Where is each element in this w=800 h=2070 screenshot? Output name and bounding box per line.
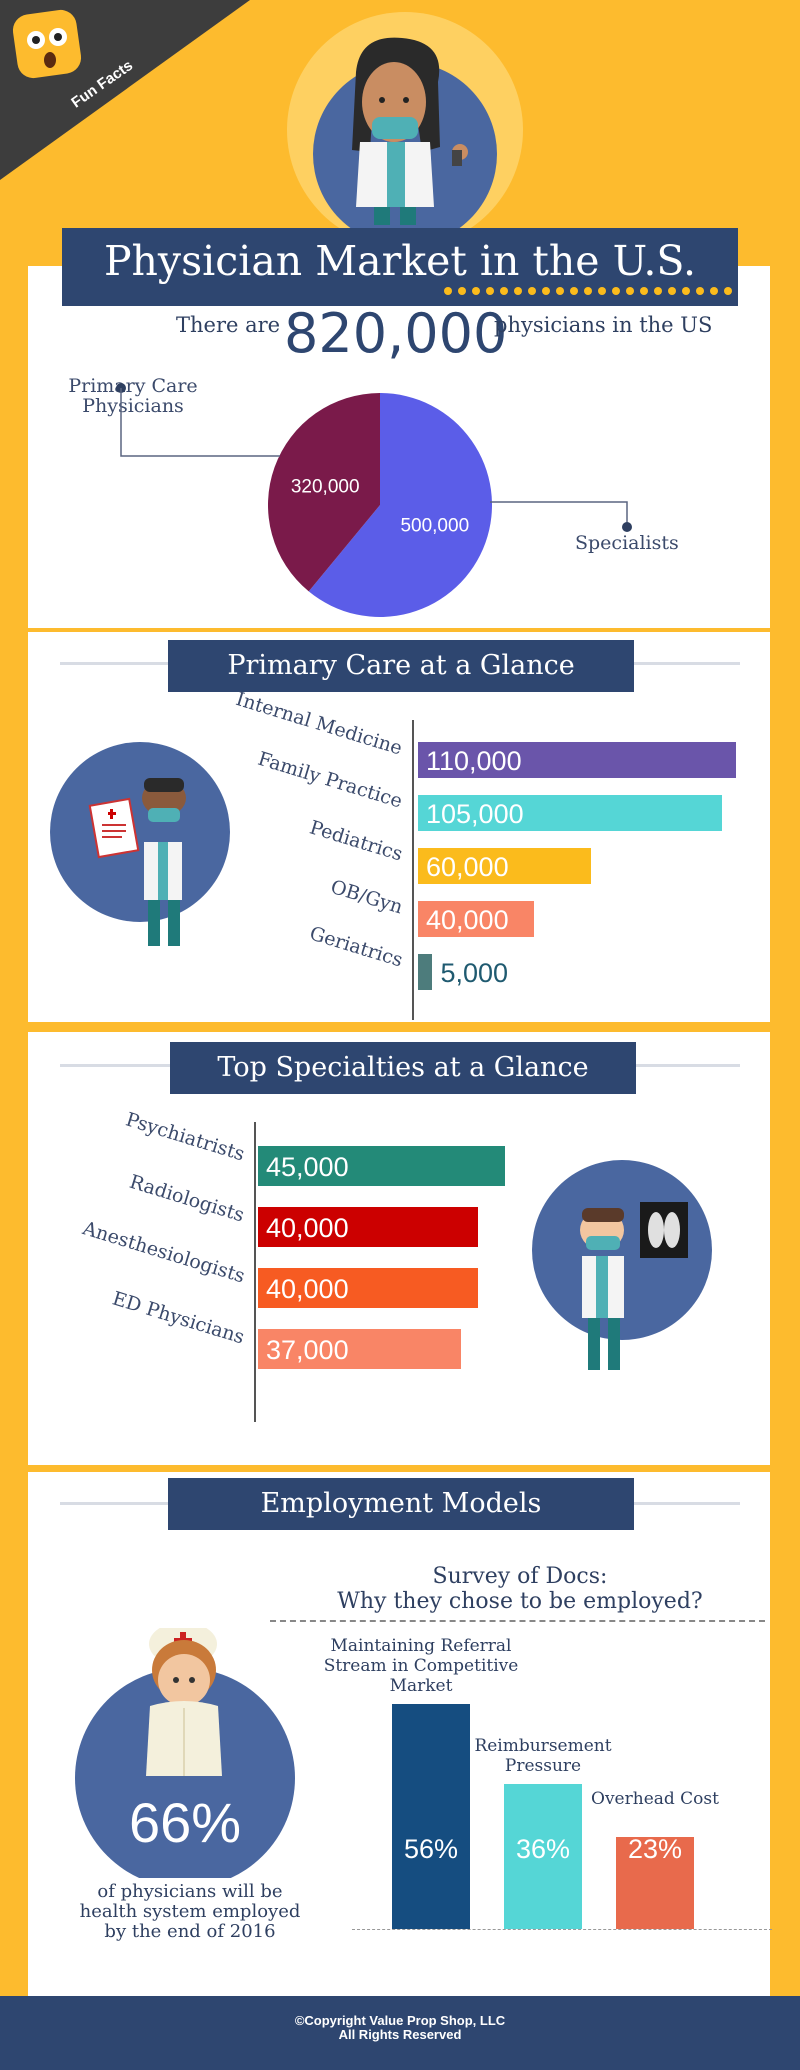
doctor-clipboard-illustration bbox=[50, 742, 230, 946]
footer-rights: All Rights Reserved bbox=[338, 2027, 462, 2042]
specialty-value-label: 40,000 bbox=[266, 1273, 349, 1304]
specialty-bar bbox=[258, 1268, 478, 1308]
survey-category-label: Overhead Cost bbox=[591, 1788, 719, 1809]
employment-stat: 66% bbox=[128, 1791, 242, 1854]
specialty-value-label: 37,000 bbox=[266, 1334, 349, 1365]
specialty-section-banner: Top Specialties at a Glance bbox=[170, 1042, 636, 1094]
dotted-underline bbox=[444, 287, 732, 295]
employment-section-banner: Employment Models bbox=[168, 1478, 634, 1530]
survey-baseline bbox=[352, 1929, 772, 1930]
pie-slice-specialists bbox=[308, 393, 492, 617]
primary-value-label: 40,000 bbox=[426, 904, 509, 935]
survey-value-label: 56% bbox=[403, 1834, 459, 1864]
pie-value-label: 500,000 bbox=[400, 516, 469, 537]
primary-value-label: 105,000 bbox=[426, 798, 524, 829]
employment-stat-caption: of physicians will be health system empl… bbox=[79, 1881, 301, 1942]
primary-bar bbox=[418, 795, 722, 831]
primary-bar bbox=[418, 742, 736, 778]
specialty-bar bbox=[258, 1146, 505, 1186]
specialty-axis bbox=[254, 1122, 256, 1422]
pie-slice-primary bbox=[268, 393, 380, 592]
total-value: 820,000 bbox=[284, 302, 508, 365]
pie-leader-specialists bbox=[490, 501, 632, 532]
primary-value-label: 5,000 bbox=[440, 957, 509, 988]
survey-title-line1: Survey of Docs: bbox=[432, 1564, 608, 1589]
pie-label-primary: Primary Care Physicians bbox=[68, 375, 198, 417]
primary-bar bbox=[418, 954, 433, 990]
survey-title-line2: Why they chose to be employed? bbox=[337, 1589, 703, 1614]
survey-value-label: 36% bbox=[515, 1834, 571, 1864]
specialty-value-label: 45,000 bbox=[266, 1151, 349, 1182]
pie-leader-primary bbox=[116, 383, 280, 457]
primary-bar bbox=[418, 901, 534, 937]
main-title-banner: Physician Market in the U.S. bbox=[62, 228, 738, 306]
specialty-bar bbox=[258, 1329, 462, 1369]
total-prefix: There are bbox=[176, 313, 281, 337]
survey-value-label: 23% bbox=[627, 1834, 683, 1864]
footer: ©Copyright Value Prop Shop, LLC All Righ… bbox=[0, 1996, 800, 2070]
pie-value-label: 320,000 bbox=[291, 476, 360, 497]
primary-section-title: Primary Care at a Glance bbox=[227, 650, 575, 681]
primary-section-banner: Primary Care at a Glance bbox=[168, 640, 634, 692]
employment-section-title: Employment Models bbox=[260, 1488, 542, 1519]
survey-category-label: Reimbursement Pressure bbox=[474, 1736, 612, 1777]
specialty-bar bbox=[258, 1207, 478, 1247]
primary-value-label: 60,000 bbox=[426, 851, 509, 882]
survey-category-label: Maintaining Referral Stream in Competiti… bbox=[323, 1636, 519, 1696]
survey-bar bbox=[616, 1836, 694, 1929]
total-suffix: physicians in the US bbox=[494, 313, 713, 337]
doctor-avatar-top bbox=[287, 12, 523, 232]
fun-facts-badge: Fun Facts bbox=[0, 0, 250, 180]
footer-copyright: ©Copyright Value Prop Shop, LLC bbox=[294, 2013, 506, 2028]
page-title: Physician Market in the U.S. bbox=[103, 237, 697, 285]
primary-value-label: 110,000 bbox=[426, 745, 522, 776]
survey-bar bbox=[504, 1784, 582, 1929]
pie-label-specialists: Specialists bbox=[575, 532, 679, 554]
specialty-value-label: 40,000 bbox=[266, 1212, 349, 1243]
specialty-section-title: Top Specialties at a Glance bbox=[217, 1052, 589, 1083]
primary-axis bbox=[412, 720, 414, 1020]
primary-bar bbox=[418, 848, 592, 884]
physician-pie-chart: 500,000 320,000 bbox=[268, 393, 492, 617]
survey-bar bbox=[392, 1704, 470, 1929]
doctor-xray-illustration bbox=[532, 1160, 712, 1370]
survey-title-divider bbox=[270, 1620, 765, 1622]
nurse-illustration bbox=[75, 1628, 295, 1878]
